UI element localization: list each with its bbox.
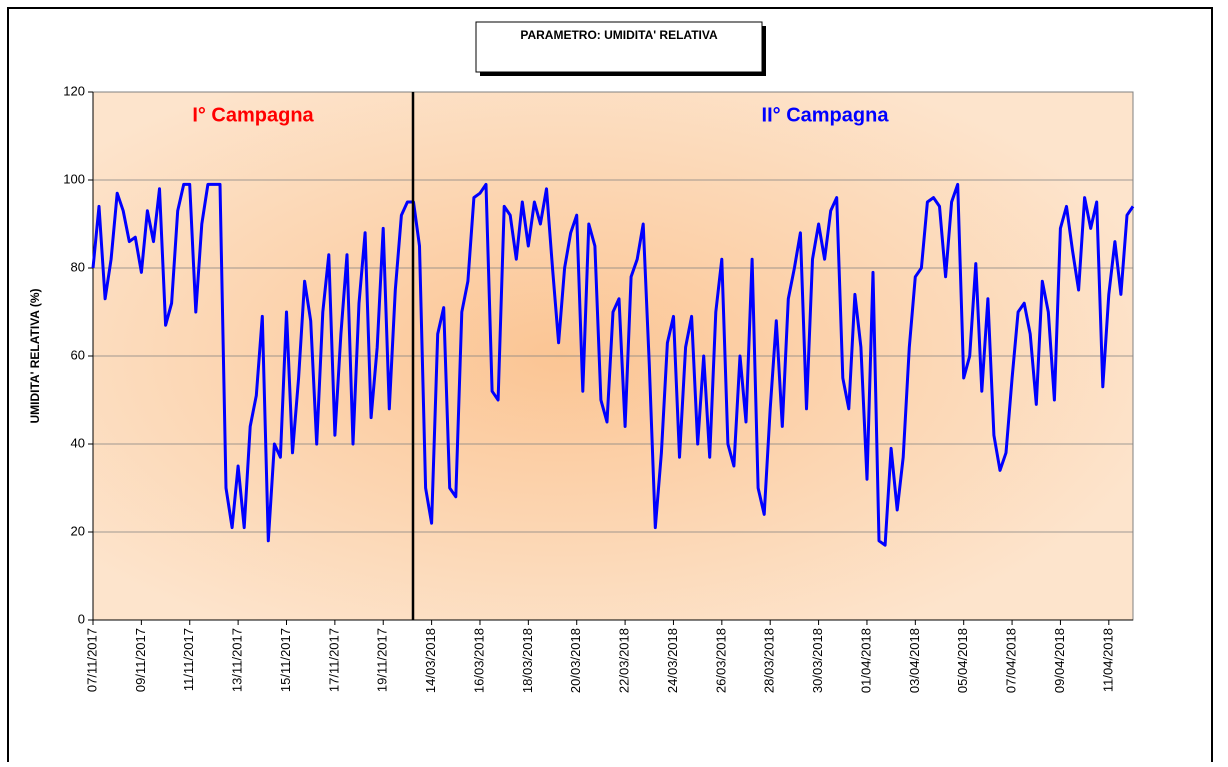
annotation: II° Campagna — [762, 104, 890, 126]
x-tick-label: 11/04/2018 — [1100, 628, 1115, 692]
x-tick-label: 14/03/2018 — [423, 628, 438, 693]
x-tick-label: 09/11/2017 — [133, 628, 148, 692]
x-tick-label: 24/03/2018 — [665, 628, 680, 693]
x-tick-label: 30/03/2018 — [810, 628, 825, 693]
x-tick-label: 13/11/2017 — [230, 628, 245, 692]
x-tick-label: 20/03/2018 — [568, 628, 583, 693]
y-tick-label: 120 — [63, 83, 85, 98]
x-tick-label: 15/11/2017 — [278, 628, 293, 692]
x-tick-label: 26/03/2018 — [713, 628, 728, 693]
x-tick-label: 22/03/2018 — [617, 628, 632, 693]
x-tick-label: 07/04/2018 — [1004, 628, 1019, 693]
lines — [91, 182, 1135, 547]
annotation: I° Campagna — [192, 104, 314, 126]
chart-title: PARAMETRO: UMIDITA' RELATIVA — [520, 28, 718, 42]
y-tick-label: 40 — [71, 435, 85, 450]
data-line — [91, 182, 1135, 547]
y-axis-label: UMIDITA' RELATIVA (%) — [28, 288, 42, 423]
x-tick-label: 03/04/2018 — [907, 628, 922, 693]
title-box — [475, 21, 763, 73]
grid — [88, 91, 1133, 625]
y-tick-label: 0 — [78, 611, 85, 626]
x-tick-label: 01/04/2018 — [858, 628, 873, 693]
x-tick-label: 17/11/2017 — [326, 628, 341, 692]
y-tick-label: 60 — [71, 347, 85, 362]
x-tick-label: 11/11/2017 — [181, 628, 196, 691]
x-tick-label: 28/03/2018 — [762, 628, 777, 693]
x-tick-label: 05/04/2018 — [955, 628, 970, 693]
y-tick-label: 80 — [71, 259, 85, 274]
y-tick-label: 20 — [71, 523, 85, 538]
x-tick-label: 18/03/2018 — [520, 628, 535, 693]
x-tick-label: 09/04/2018 — [1052, 628, 1067, 693]
frame — [7, 7, 1213, 762]
x-tick-label: 19/11/2017 — [375, 628, 390, 692]
x-tick-label: 16/03/2018 — [471, 628, 486, 693]
y-tick-label: 100 — [63, 171, 85, 186]
x-tick-label: 07/11/2017 — [84, 628, 99, 692]
